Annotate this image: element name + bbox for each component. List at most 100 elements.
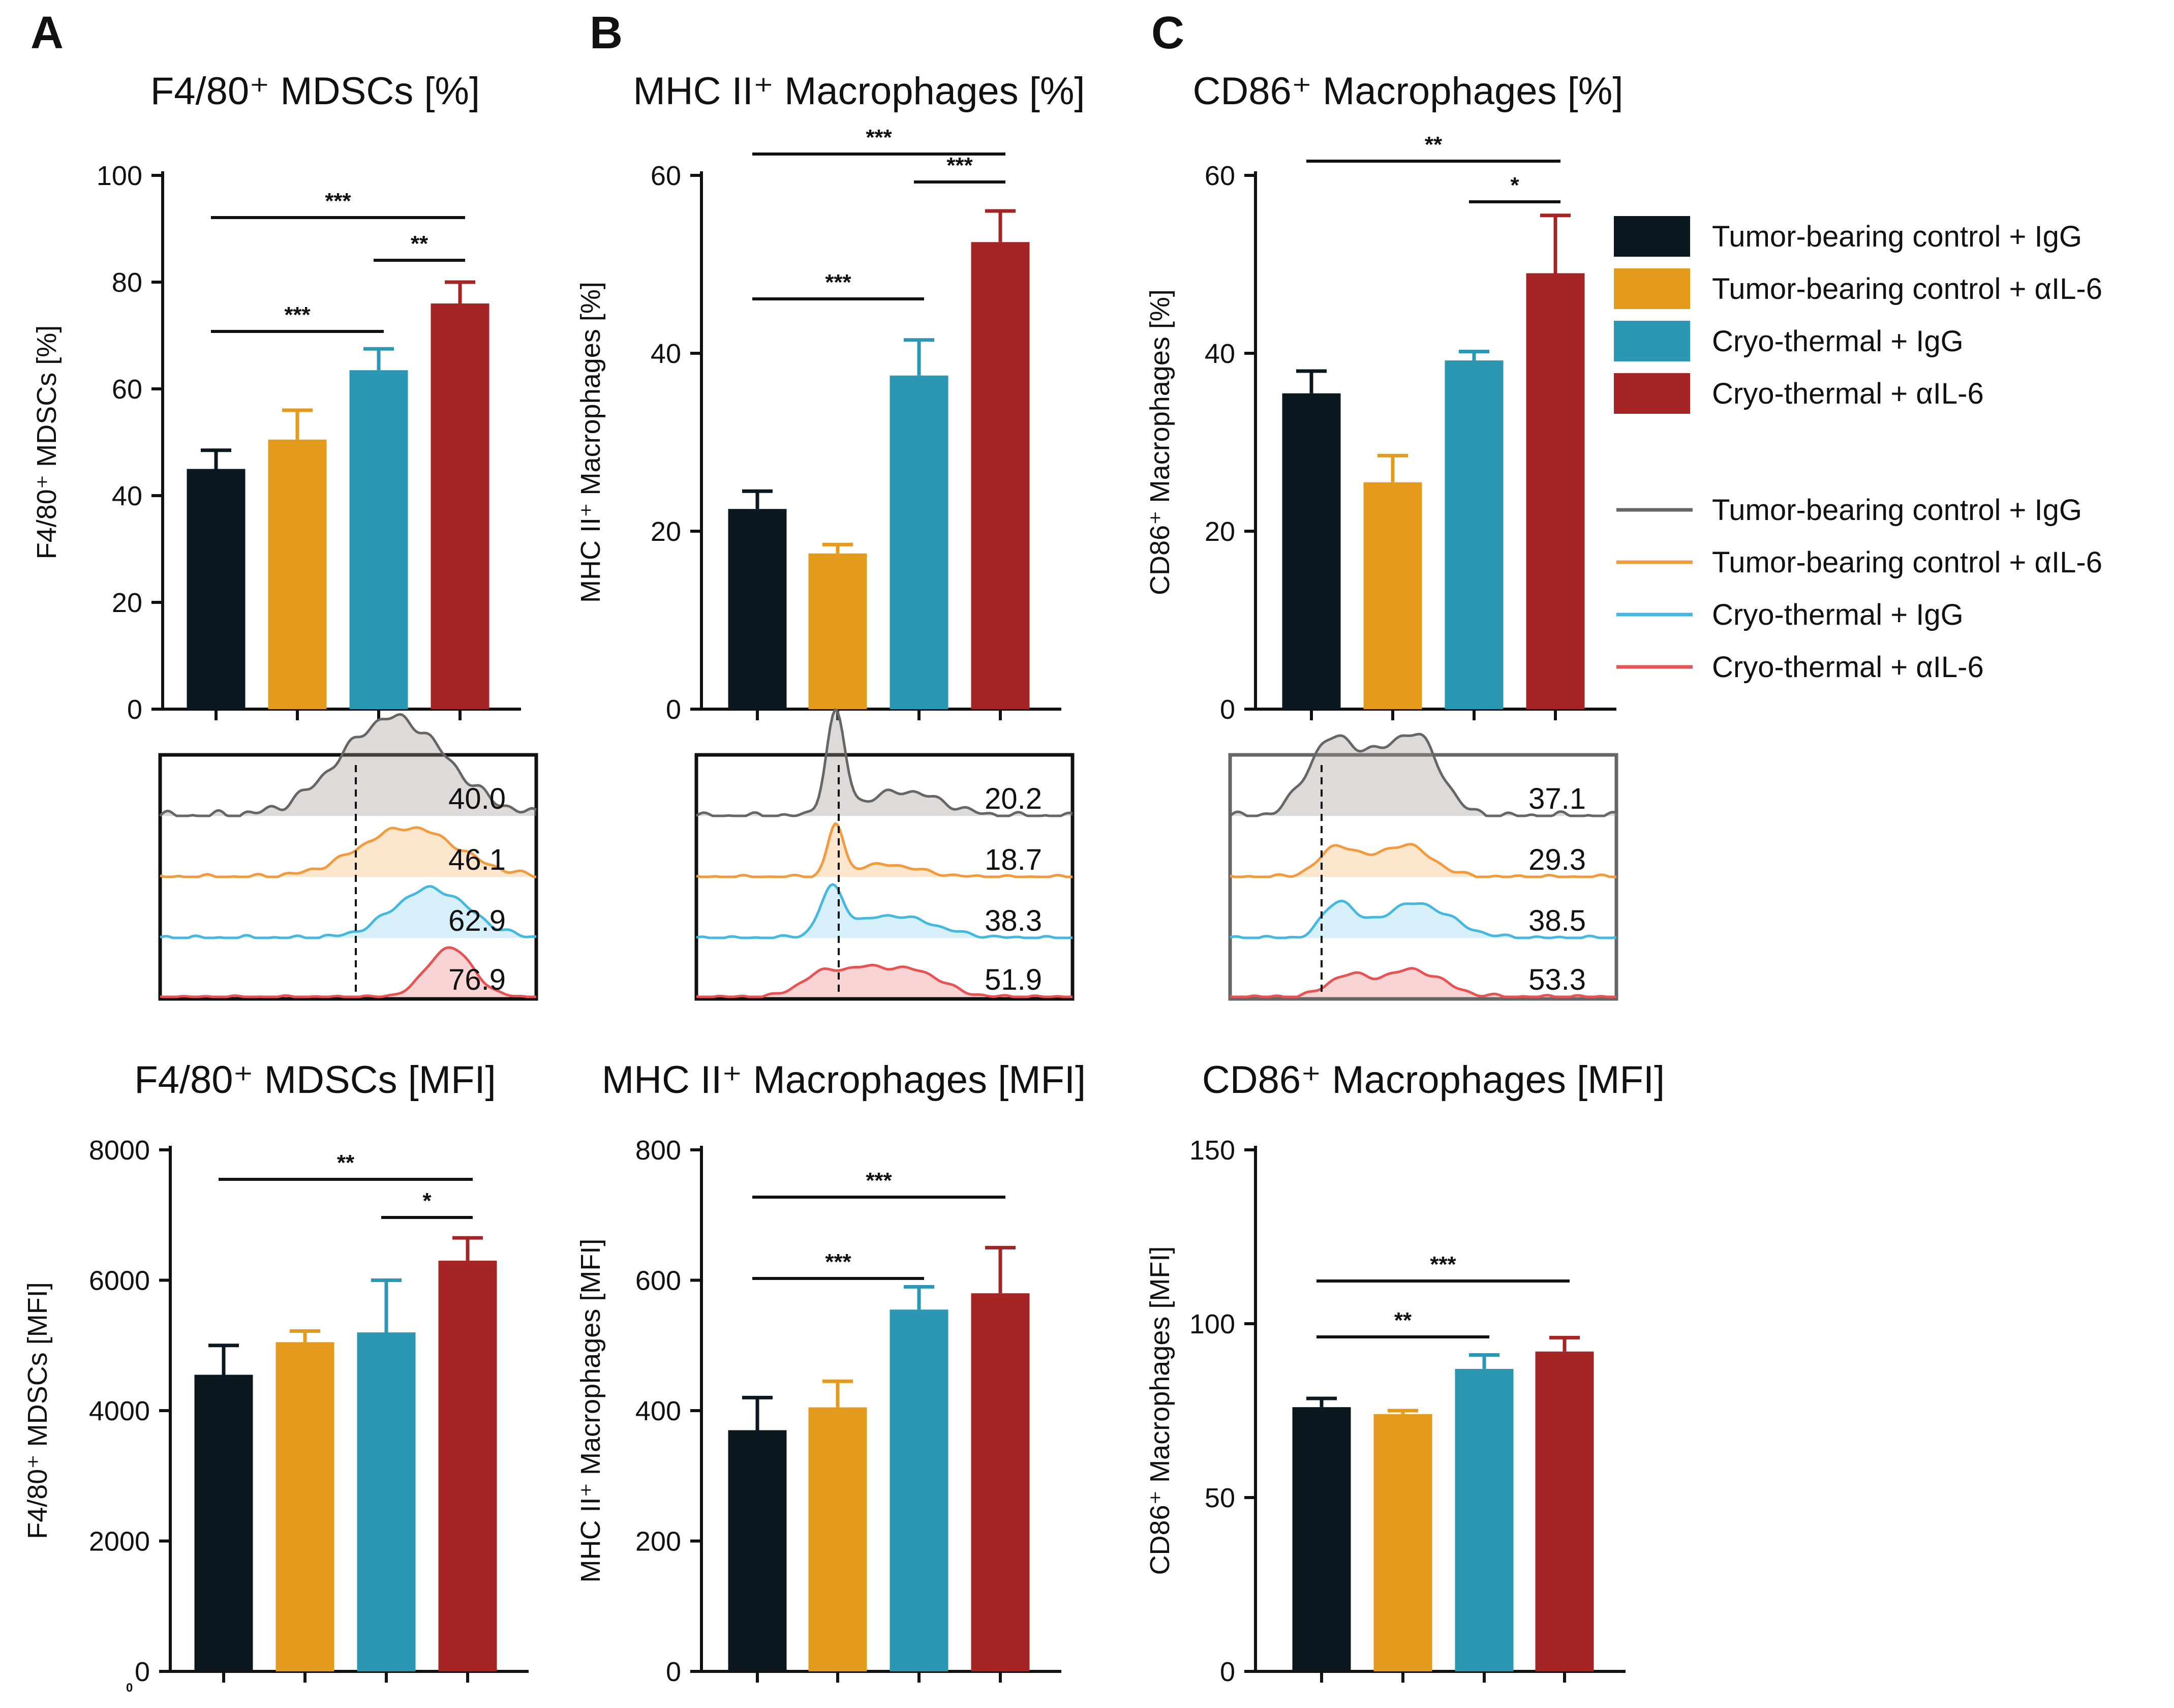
histogram-fill-1 [696,710,1073,816]
bar-2 [808,1407,867,1671]
histogram-value-2: 18.7 [985,843,1042,876]
histogram-fill-4 [160,947,536,997]
chart-c-mfi: CD86⁺ Macrophages [MFI] CD86⁺ Macrophages… [1145,1058,1665,1687]
significance-label: * [1510,173,1519,198]
legend-label: Cryo-thermal + αIL-6 [1712,377,1984,410]
bar-2 [808,553,867,709]
bar-2 [1373,1414,1432,1671]
legend-bar-entry-3: Cryo-thermal + IgG [1614,321,1964,361]
significance-label: *** [866,1168,892,1193]
legend-bar-entry-1: Tumor-bearing control + IgG [1614,216,2082,257]
y-tick-label: 400 [635,1396,681,1426]
bar-4 [431,303,489,709]
histogram-curve-3 [160,885,537,939]
y-tick-label: 0 [1220,694,1235,725]
histogram-curve-4 [160,946,536,998]
y-tick-label: 80 [112,267,142,298]
chart-title: CD86⁺ Macrophages [MFI] [1202,1058,1665,1102]
histogram-value-2: 29.3 [1528,843,1586,876]
histogram-b-hist: 20.2 18.7 38.3 51.9 [694,708,1075,1001]
legend-line-entry-2: Tumor-bearing control + αIL-6 [1616,546,2102,579]
y-tick-label: 0 [135,1657,150,1687]
significance-label: *** [866,125,892,150]
legend-label: Tumor-bearing control + IgG [1712,220,2082,253]
histogram-c-hist: 37.1 29.3 38.5 53.3 [1228,733,1618,1001]
significance-label: *** [284,302,311,327]
legend-bar-entry-4: Cryo-thermal + αIL-6 [1614,373,1984,414]
histogram-curve-1 [159,713,537,817]
y-axis-label: MHC II⁺ Macrophages [MFI] [575,1239,606,1583]
legend-line-entry-4: Cryo-thermal + αIL-6 [1616,651,1984,684]
bar-1 [1282,393,1341,709]
y-tick-label: 20 [112,588,142,618]
bar-1 [187,469,246,709]
significance-label: *** [825,270,851,295]
histogram-curve-2 [1230,843,1616,878]
bar-3 [349,370,408,709]
significance-label: *** [825,1249,851,1274]
histogram-fill-3 [160,886,536,938]
histograms: 40.0 46.1 62.9 76.9 20.2 18.7 38.3 51.9 37.1 29.3… [158,708,1618,1001]
histogram-fill-3 [696,884,1073,938]
y-axis-label: MHC II⁺ Macrophages [%] [575,282,606,603]
bar-1 [1292,1407,1351,1671]
y-tick-label: 40 [651,339,681,369]
chart-title: MHC II⁺ Macrophages [%] [633,70,1085,113]
y-tick-label: 6000 [89,1266,150,1296]
chart-title: F4/80⁺ MDSCs [%] [150,70,480,113]
y-tick-label: 0 [1220,1657,1235,1687]
bar-4 [1526,273,1585,709]
y-axis-label: CD86⁺ Macrophages [%] [1145,289,1175,595]
legend-label: Cryo-thermal + IgG [1712,325,1964,358]
histogram-value-3: 38.3 [985,904,1042,937]
significance-label: ** [1425,132,1443,157]
y-tick-label: 0 [666,1657,681,1687]
histogram-fill-2 [696,824,1073,877]
legend-label: Tumor-bearing control + IgG [1712,494,2082,527]
y-tick-label: 2000 [89,1527,150,1557]
significance-label: * [422,1188,432,1213]
bar-4 [438,1261,497,1671]
bar-charts: F4/80⁺ MDSCs [%] F4/80⁺ MDSCs [%] 0 20 40 60 8… [22,70,1665,1687]
bar-1 [728,1430,787,1671]
histogram-curve-1 [1229,733,1617,817]
significance-label: ** [411,231,428,256]
y-tick-label: 200 [635,1527,681,1557]
bar-2 [275,1342,334,1671]
histogram-a-hist: 40.0 46.1 62.9 76.9 [158,713,538,1001]
panel-label-b: B [590,8,623,58]
significance-label: *** [1430,1252,1456,1277]
bar-4 [971,1293,1030,1671]
chart-b-mfi: MHC II⁺ Macrophages [MFI] MHC II⁺ Macroph… [575,1058,1086,1687]
y-tick-label: 600 [635,1266,681,1296]
legend-label: Cryo-thermal + αIL-6 [1712,651,1984,684]
y-tick-label: 50 [1205,1483,1235,1513]
histogram-curve-2 [160,826,537,878]
legend-line-entry-1: Tumor-bearing control + IgG [1616,494,2082,527]
y-tick-label: 150 [1189,1135,1235,1166]
histogram-value-1: 40.0 [448,782,506,815]
histogram-value-1: 37.1 [1528,782,1586,815]
bar-3 [357,1332,416,1671]
chart-title: F4/80⁺ MDSCs [MFI] [134,1058,496,1102]
histogram-fill-3 [1230,901,1616,938]
legend-swatch [1614,268,1690,309]
y-tick-label: 800 [635,1135,681,1166]
legend-swatch [1614,373,1690,414]
y-axis-label: F4/80⁺ MDSCs [MFI] [22,1282,53,1539]
histogram-value-3: 38.5 [1528,904,1586,937]
legend-swatch [1614,216,1690,257]
y-tick-label: 40 [112,481,142,511]
legend-line-entry-3: Cryo-thermal + IgG [1616,598,1964,631]
legend: Tumor-bearing control + IgG Tumor-bearing… [1614,216,2102,684]
y-tick-label: 100 [97,161,142,191]
stray-zero-label: 0 [126,1681,133,1695]
y-tick-label: 0 [127,694,142,725]
histogram-curve-4 [1230,967,1616,998]
y-tick-label: 100 [1189,1309,1235,1339]
y-tick-label: 20 [651,516,681,547]
bar-4 [971,242,1030,709]
y-axis-label: CD86⁺ Macrophages [MFI] [1145,1246,1175,1575]
histogram-fill-1 [1230,734,1616,816]
